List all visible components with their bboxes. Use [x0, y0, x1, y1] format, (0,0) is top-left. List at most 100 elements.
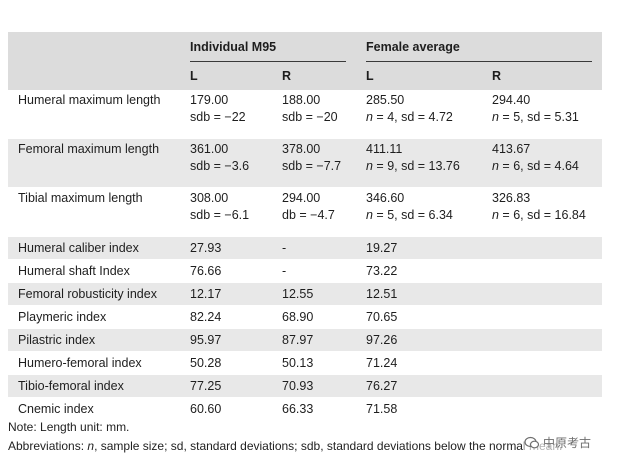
value: 71.58: [366, 401, 398, 416]
table-row: Femoral maximum length 361.00 sdb = −3.6 …: [8, 138, 602, 188]
value: 308.00: [190, 191, 229, 205]
value-sub-n: n: [366, 208, 373, 222]
row-name-cell: Humeral caliber index: [8, 236, 180, 260]
row-name-cell: Femoral maximum length: [8, 138, 180, 188]
row-name-cell: Humero-femoral index: [8, 351, 180, 375]
value-cell: [480, 351, 602, 375]
row-name-cell: Tibio-femoral index: [8, 374, 180, 398]
value-sub: sdb = −22: [190, 110, 246, 124]
row-name: Humero-femoral index: [18, 355, 142, 370]
value: 179.00: [190, 93, 229, 107]
value: 12.17: [190, 286, 222, 301]
value-cell: 12.51: [358, 282, 480, 306]
value-sub: db = −4.7: [282, 208, 335, 222]
value-sub-n: n: [492, 208, 499, 222]
value: 87.97: [282, 332, 314, 347]
value: 68.90: [282, 309, 314, 324]
value-sub: = 9, sd = 13.76: [372, 159, 460, 173]
value-sub: sdb = −7.7: [282, 159, 342, 173]
value: 294.40: [492, 93, 531, 107]
value-cell: [480, 259, 602, 283]
footnote-rest: , sample size; sd, standard deviations; …: [94, 439, 563, 453]
value-cell: 82.24: [180, 305, 268, 329]
table-row: Pilastric index 95.97 87.97 97.26: [8, 328, 602, 352]
value-cell: 285.50 n = 4, sd = 4.72: [358, 90, 480, 139]
sub-header-label: R: [282, 68, 292, 83]
row-name: Humeral maximum length: [18, 93, 161, 107]
value: 188.00: [282, 93, 321, 107]
table-row: Humeral caliber index 27.93 - 19.27: [8, 236, 602, 260]
watermark: 中原考古: [524, 434, 592, 451]
value-sub-n: n: [492, 159, 499, 173]
footnote-units: Note: Length unit: mm.: [8, 420, 130, 434]
value-sub: = 5, sd = 6.34: [372, 208, 453, 222]
value-cell: 73.22: [358, 259, 480, 283]
sub-header-label: L: [190, 68, 198, 83]
watermark-text: 中原考古: [543, 436, 592, 450]
value: 12.51: [366, 286, 398, 301]
value-cell: 378.00 sdb = −7.7: [268, 138, 358, 188]
row-name: Cnemic index: [18, 401, 94, 416]
row-name-cell: Humeral shaft Index: [8, 259, 180, 283]
value-sub: = 4, sd = 4.72: [372, 110, 453, 124]
table-group-header-row: Individual M95 Female average: [8, 32, 602, 62]
value-cell: 346.60 n = 5, sd = 6.34: [358, 187, 480, 237]
value-cell: 188.00 sdb = −20: [268, 90, 358, 139]
value-cell: 76.27: [358, 374, 480, 398]
value: 346.60: [366, 191, 405, 205]
sub-header-label: L: [366, 68, 374, 83]
sub-header-individual-right: R: [268, 62, 358, 90]
value: 50.28: [190, 355, 222, 370]
value: 82.24: [190, 309, 222, 324]
value: 326.83: [492, 191, 531, 205]
value-cell: 70.65: [358, 305, 480, 329]
value-cell: 361.00 sdb = −3.6: [180, 138, 268, 188]
sub-header-label: R: [492, 68, 502, 83]
table-row: Humeral shaft Index 76.66 - 73.22: [8, 259, 602, 283]
row-name-cell: Cnemic index: [8, 397, 180, 421]
value: 411.11: [366, 142, 403, 156]
value-cell: 70.93: [268, 374, 358, 398]
table-row: Playmeric index 82.24 68.90 70.65: [8, 305, 602, 329]
value-cell: 12.17: [180, 282, 268, 306]
row-name-cell: Pilastric index: [8, 328, 180, 352]
footnote-abbreviations: Abbreviations: n, sample size; sd, stand…: [8, 439, 562, 453]
sub-header-individual-left: L: [180, 62, 268, 90]
row-name: Tibio-femoral index: [18, 378, 124, 393]
value-cell: 97.26: [358, 328, 480, 352]
value: 76.27: [366, 378, 398, 393]
value: 97.26: [366, 332, 398, 347]
value-cell: -: [268, 236, 358, 260]
value-cell: 27.93: [180, 236, 268, 260]
value-cell: 326.83 n = 6, sd = 16.84: [480, 187, 602, 237]
row-name-cell: Playmeric index: [8, 305, 180, 329]
row-name: Tibial maximum length: [18, 191, 143, 205]
value-cell: 71.58: [358, 397, 480, 421]
chat-bubble-icon: [524, 436, 540, 448]
sub-header-female-left: L: [358, 62, 480, 90]
row-name: Playmeric index: [18, 309, 107, 324]
sub-header-empty-cell: [8, 62, 180, 90]
row-name-cell: Tibial maximum length: [8, 187, 180, 237]
value: 70.65: [366, 309, 398, 324]
value-sub: = 6, sd = 4.64: [498, 159, 579, 173]
value-cell: 71.24: [358, 351, 480, 375]
measurement-table: Individual M95 Female average L R L R Hu…: [8, 32, 602, 421]
value-cell: [480, 397, 602, 421]
value-cell: [480, 328, 602, 352]
value: 294.00: [282, 191, 321, 205]
value-cell: -: [268, 259, 358, 283]
group-header-female-average: Female average: [358, 32, 602, 62]
value-cell: 411.11 n = 9, sd = 13.76: [358, 138, 480, 188]
value: 71.24: [366, 355, 398, 370]
value-cell: 294.40 n = 5, sd = 5.31: [480, 90, 602, 139]
value-cell: [480, 282, 602, 306]
value-cell: 76.66: [180, 259, 268, 283]
row-name: Pilastric index: [18, 332, 96, 347]
row-name: Femoral robusticity index: [18, 286, 157, 301]
table-row: Tibial maximum length 308.00 sdb = −6.1 2…: [8, 187, 602, 237]
group-header-female-average-label: Female average: [366, 40, 592, 62]
value: 76.66: [190, 263, 222, 278]
value: -: [282, 240, 287, 255]
